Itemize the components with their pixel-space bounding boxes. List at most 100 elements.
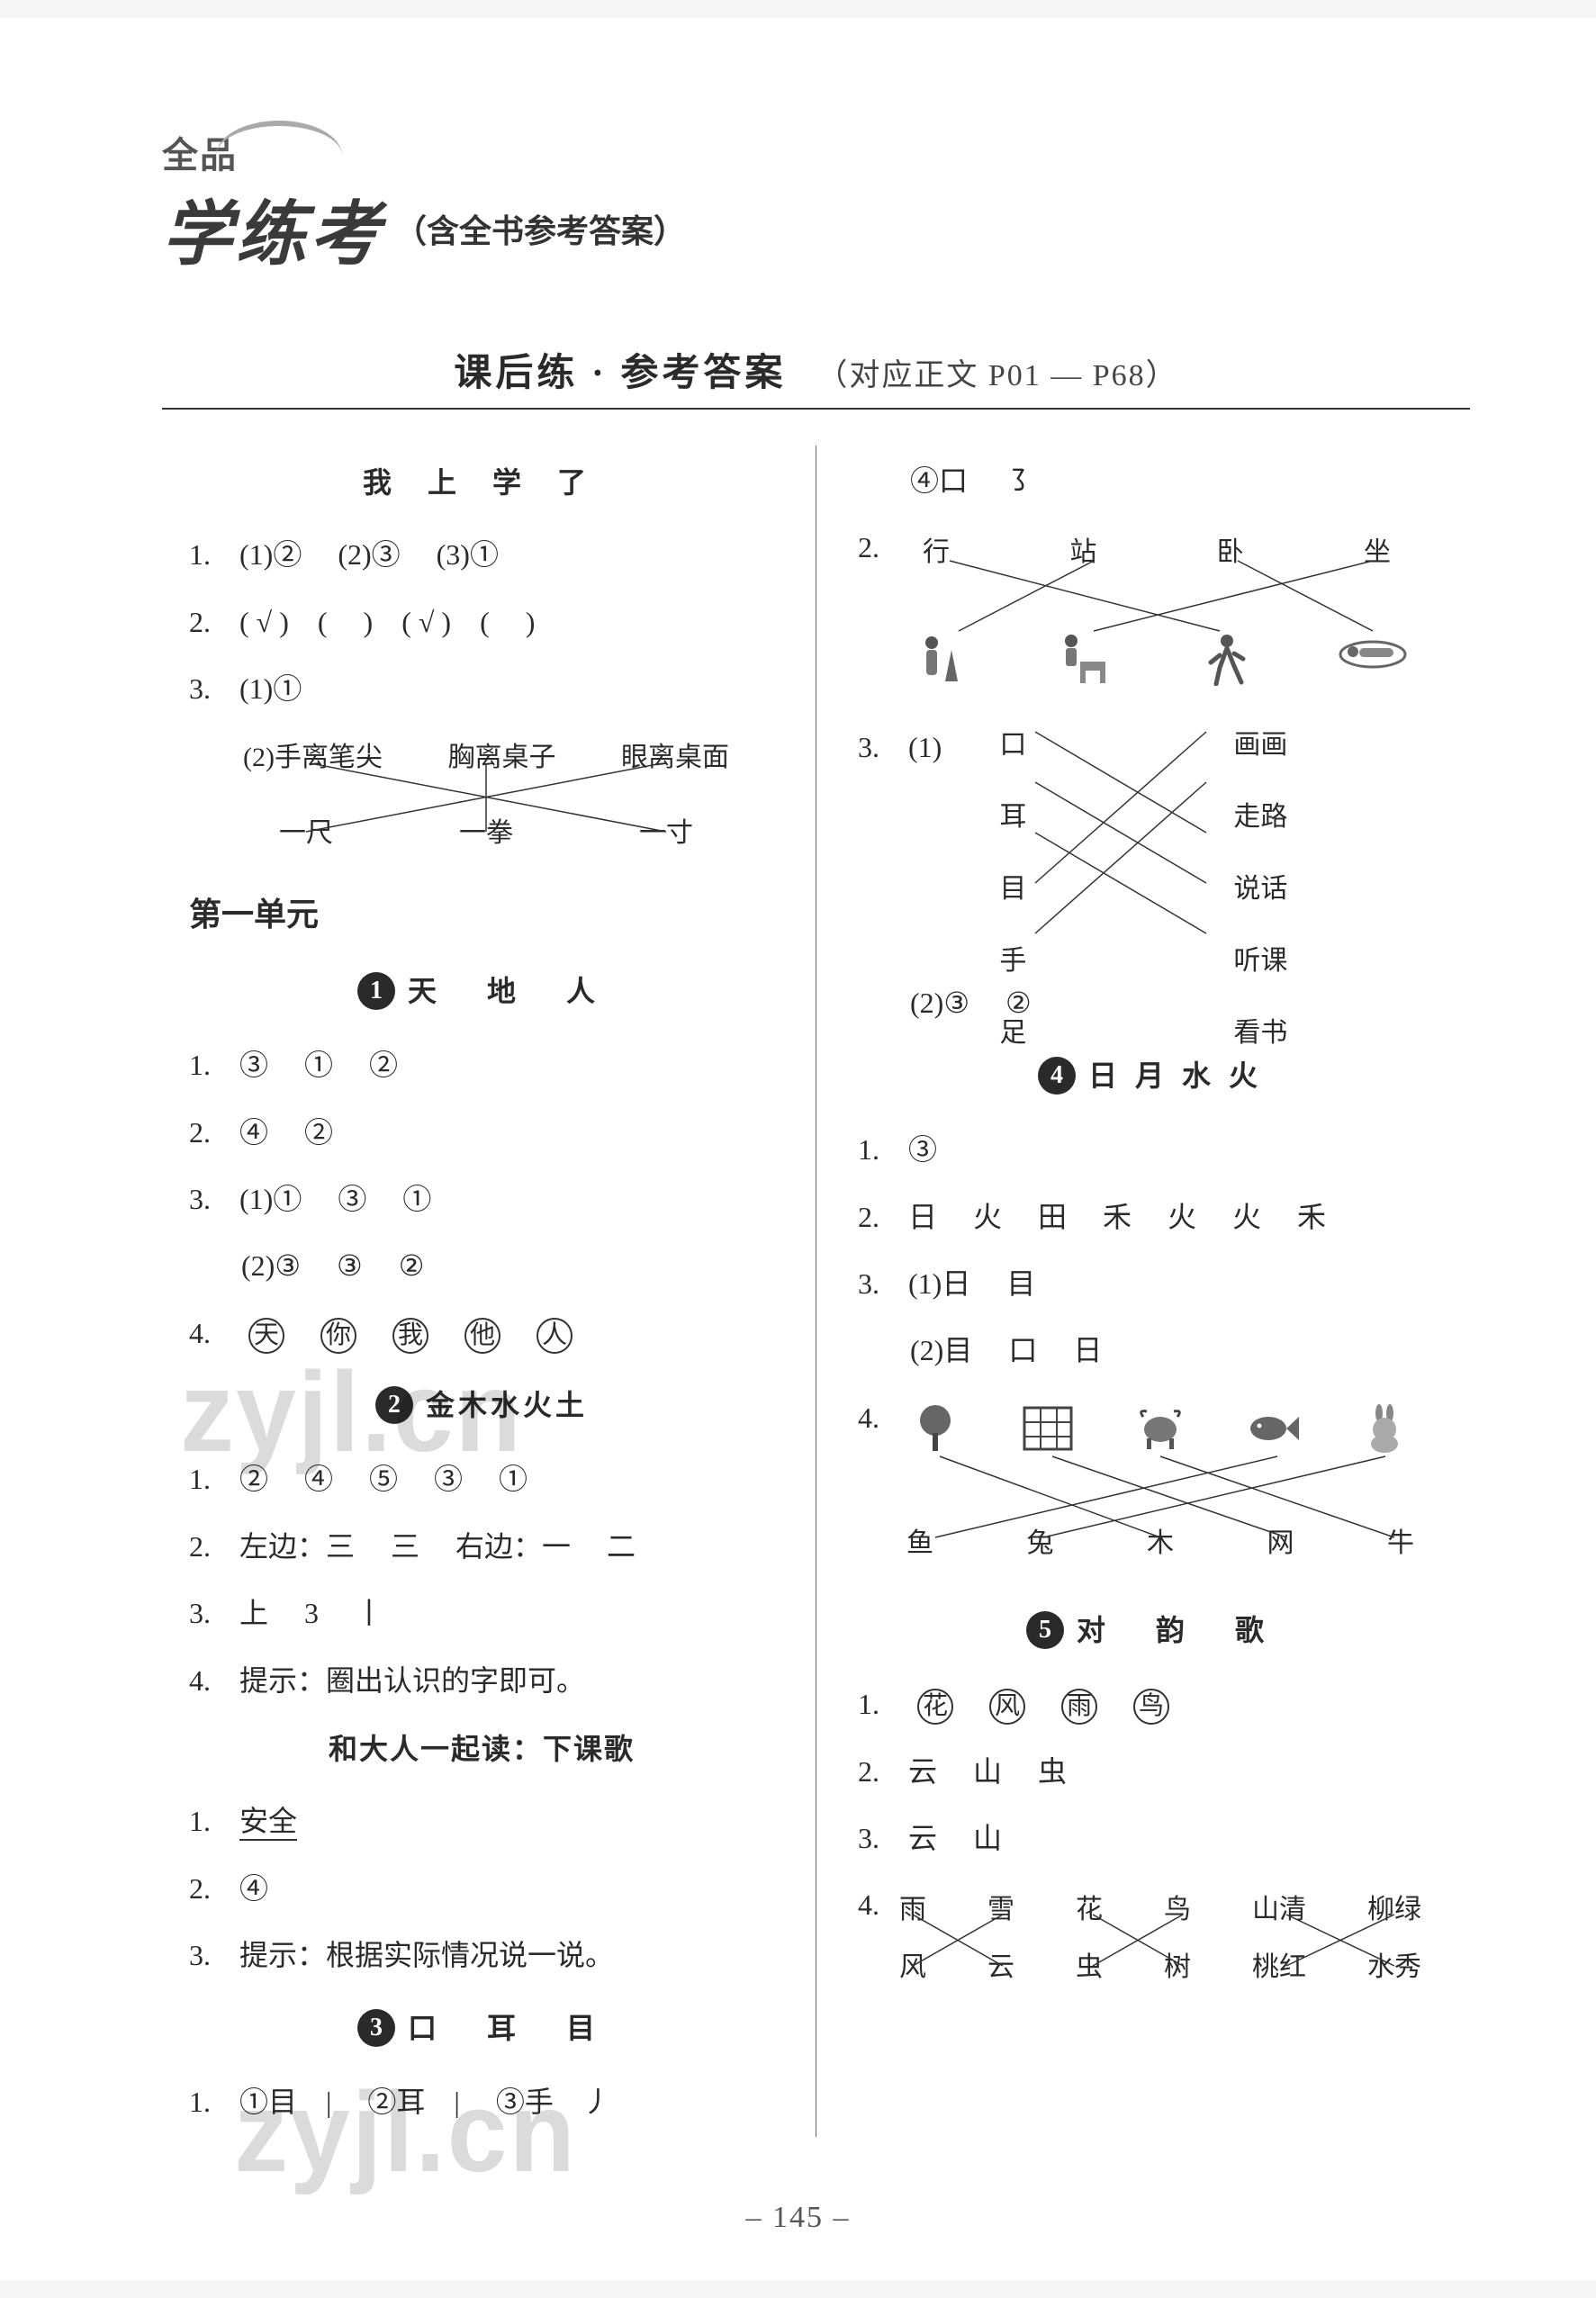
match-5: 雨 雪 花 鸟 山清 柳绿 风 云 虫 树 桃红 水秀 xyxy=(890,1880,1430,1997)
l2-2: 2. 左边：三 三 右边：一 二 xyxy=(189,1515,774,1578)
r-q5m: 4. 雨 雪 花 鸟 山清 柳绿 风 云 虫 树 桃 xyxy=(858,1873,1443,2014)
logo-top: 全品 xyxy=(162,126,1470,178)
lesson-2: 2 金木水火土 xyxy=(189,1374,774,1437)
lesson-3: 3口 耳 目 xyxy=(189,1996,774,2059)
r-q3: 3. (1) 口 耳 目 手 足 画画 走路 说话 听课 看书 xyxy=(858,716,1443,968)
l1-2: 2. ④ ② xyxy=(189,1101,774,1164)
m5b0: 风 xyxy=(899,1938,926,1997)
m5t0: 雨 xyxy=(899,1880,926,1940)
l4-2: 2. 日 火 田 禾 火 火 禾 xyxy=(858,1185,1443,1248)
logo-main: 学练考 xyxy=(162,178,383,279)
m3r3: 听课 xyxy=(1233,932,1287,991)
lesson-2-title: 金木水火土 xyxy=(426,1389,588,1421)
r-q4: 4. 鱼 兔 木 网 牛 xyxy=(858,1386,1443,1590)
c-花: 花 xyxy=(917,1689,953,1725)
read-head: 和大人一起读：下课歌 xyxy=(189,1717,774,1780)
m1-bot-0: 一尺 xyxy=(279,804,333,863)
m3l0: 口 xyxy=(999,716,1026,775)
r1-pre: 1. xyxy=(189,1805,239,1837)
m3l3: 手 xyxy=(999,932,1026,991)
m1-bot-1: 一拳 xyxy=(459,804,513,863)
l1-1: 1. ③ ① ② xyxy=(189,1033,774,1096)
l1-3b: (2)③ ③ ② xyxy=(189,1234,774,1297)
c-他: 他 xyxy=(464,1318,500,1354)
lesson-4-num: 4 xyxy=(1038,1057,1076,1095)
l4-1: 1. ③ xyxy=(858,1118,1443,1181)
m5b4: 桃红 xyxy=(1252,1938,1306,1997)
m5b3: 树 xyxy=(1164,1938,1191,1997)
m2-t2: 卧 xyxy=(1217,523,1244,582)
logo-sub: （含全书参考答案） xyxy=(394,205,686,252)
r-q3-pre: 3. (1) xyxy=(858,731,942,763)
lesson-4-title: 日 月 水 火 xyxy=(1088,1059,1263,1092)
section-note: （对应正文 P01 — P68） xyxy=(816,350,1177,394)
lesson-3-num: 3 xyxy=(357,2009,395,2047)
m1-bot-2: 一寸 xyxy=(639,804,693,863)
l5-2: 2. 云 山 虫 xyxy=(858,1740,1443,1803)
m5t5: 柳绿 xyxy=(1367,1880,1421,1940)
m5t3: 鸟 xyxy=(1164,1880,1191,1940)
l2-1: 1. ② ④ ⑤ ③ ① xyxy=(189,1447,774,1510)
page: 全品 学练考 （含全书参考答案） 课后练 · 参考答案 （对应正文 P01 — … xyxy=(0,18,1596,2280)
left-column: 我 上 学 了 1. (1)② (2)③ (3)① 2. ( √ ) ( ) (… xyxy=(162,446,816,2137)
c-天: 天 xyxy=(248,1318,284,1354)
lesson-1-title: 天 地 人 xyxy=(408,975,606,1007)
r-q3b: (2)③ ② xyxy=(858,971,1443,1034)
r-l0: ④口 ㇌ xyxy=(858,449,1443,512)
c-雨: 雨 xyxy=(1061,1689,1097,1725)
content-columns: 我 上 学 了 1. (1)② (2)③ (3)① 2. ( √ ) ( ) (… xyxy=(162,446,1470,2137)
match-1: (2)手离笔尖 胸离桌子 眼离桌面 一尺 一拳 一寸 xyxy=(234,728,738,863)
section-header: 课后练 · 参考答案 （对应正文 P01 — P68） xyxy=(162,342,1470,410)
walk-icon xyxy=(1193,627,1265,690)
r-2: 2. ④ xyxy=(189,1857,774,1920)
c-你: 你 xyxy=(320,1318,356,1354)
m2-t3: 坐 xyxy=(1364,523,1391,582)
head-school: 我 上 学 了 xyxy=(189,451,774,514)
m2-t0: 行 xyxy=(923,523,950,582)
m1-top-0: (2)手离笔尖 xyxy=(243,728,383,788)
right-column: ④口 ㇌ 2. 行 站 卧 坐 xyxy=(816,446,1470,2137)
l5-1: 1. 花 风 雨 鸟 xyxy=(858,1672,1443,1735)
m3r4: 看书 xyxy=(1233,1004,1287,1063)
left-line-3: 3. (1)① xyxy=(189,657,774,720)
m5t1: 雪 xyxy=(987,1880,1014,1940)
match-2: 行 站 卧 坐 xyxy=(896,523,1418,694)
l1-3: 3. (1)① ③ ① xyxy=(189,1167,774,1230)
lie-icon xyxy=(1337,627,1409,690)
m4b0: 鱼 xyxy=(906,1514,933,1573)
r1-text: 安全 xyxy=(239,1805,297,1841)
m3r1: 走路 xyxy=(1233,788,1287,847)
m2-t1: 站 xyxy=(1069,523,1096,582)
m1-top-1: 胸离桌子 xyxy=(447,728,555,788)
l2-3: 3. 上 3 丨 xyxy=(189,1582,774,1645)
l4-3a: 3. (1)日 目 xyxy=(858,1252,1443,1315)
page-number: – 145 – xyxy=(0,2201,1596,2235)
r-1: 1. 安全 xyxy=(189,1789,774,1852)
m5b5: 水秀 xyxy=(1367,1938,1421,1997)
m3r0: 画画 xyxy=(1233,716,1287,775)
m4b3: 网 xyxy=(1267,1514,1294,1573)
m4b4: 牛 xyxy=(1387,1514,1414,1573)
match-3: 口 耳 目 手 足 画画 走路 说话 听课 看书 xyxy=(999,716,1287,968)
m5b2: 虫 xyxy=(1076,1938,1103,1997)
l1-4-pre: 4. xyxy=(189,1317,239,1349)
left-line-2: 2. ( √ ) ( ) ( √ ) ( ) xyxy=(189,590,774,653)
m5t4: 山清 xyxy=(1252,1880,1306,1940)
left-line-1: 1. (1)② (2)③ (3)① xyxy=(189,523,774,586)
l5-3: 3. 云 山 xyxy=(858,1807,1443,1870)
logo: 全品 学练考 （含全书参考答案） xyxy=(162,126,1470,279)
m3l2: 目 xyxy=(999,860,1026,919)
l1-4: 4. 天 你 我 他 人 xyxy=(189,1302,774,1365)
section-title: 课后练 · 参考答案 xyxy=(454,342,786,397)
lesson-5-num: 5 xyxy=(1026,1611,1064,1649)
lesson-4: 4 日 月 水 火 xyxy=(858,1044,1443,1107)
c-风: 风 xyxy=(989,1689,1025,1725)
m3r2: 说话 xyxy=(1233,860,1287,919)
c-鸟: 鸟 xyxy=(1133,1689,1169,1725)
r-3: 3. 提示：根据实际情况说一说。 xyxy=(189,1924,774,1987)
ox-icon xyxy=(1124,1397,1196,1460)
sit-icon xyxy=(1049,627,1121,690)
lesson-2-num: 2 xyxy=(375,1386,413,1424)
m1-top-2: 眼离桌面 xyxy=(621,728,729,788)
rabbit-icon xyxy=(1349,1397,1421,1460)
